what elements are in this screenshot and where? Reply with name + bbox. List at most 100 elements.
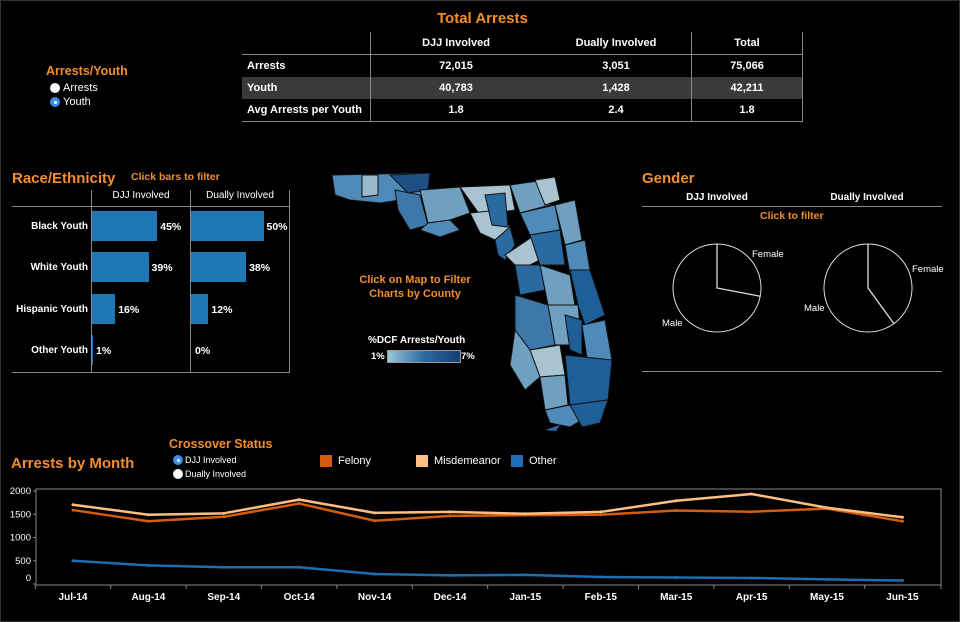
gender-col-dually: Dually Involved [830,192,904,203]
radio-label: Youth [63,96,91,108]
race-category-label: Hispanic Youth [16,304,88,315]
series-line-misdemeanor[interactable] [72,492,903,519]
radio-djj-involved[interactable]: DJJ Involved [173,455,237,465]
radio-label: Arrests [63,82,98,94]
race-bar[interactable] [92,252,149,282]
county-region[interactable] [554,199,583,246]
pie-label-female: Female [752,249,784,260]
data-point[interactable] [373,519,377,523]
data-point[interactable] [146,563,150,567]
county-region[interactable] [394,189,429,231]
divider [12,372,290,373]
data-point[interactable] [297,565,301,569]
radio-arrests[interactable]: Arrests [50,82,98,94]
data-point[interactable] [750,510,754,514]
arrests-youth-title: Arrests/Youth [46,64,128,78]
cell: 40,783 [370,77,541,99]
race-bar[interactable] [92,335,94,365]
map-legend-gradient [387,350,461,363]
radio-dually-involved[interactable]: Dually Involved [173,469,246,479]
data-point[interactable] [523,512,527,516]
keys-region[interactable] [545,425,560,431]
race-bar[interactable] [191,294,209,324]
race-bar[interactable] [191,211,264,241]
data-point[interactable] [674,575,678,579]
data-point[interactable] [71,559,75,563]
county-region[interactable] [564,354,613,406]
data-point[interactable] [297,498,301,502]
legend-felony[interactable]: Felony [320,455,371,467]
table-row[interactable]: Arrests 72,015 3,051 75,066 [242,54,803,77]
data-point[interactable] [750,492,754,496]
pie-slice-female[interactable] [867,244,895,324]
county-region[interactable] [419,186,471,224]
data-point[interactable] [448,573,452,577]
race-bar-value: 39% [151,262,173,274]
table-header: DJJ Involved [370,32,541,55]
divider [12,206,290,207]
race-bar-value: 12% [211,304,233,316]
pie-label-male: Male [804,303,825,314]
gender-pies[interactable] [640,230,960,350]
data-point[interactable] [900,515,904,519]
data-point[interactable] [900,579,904,583]
data-point[interactable] [146,519,150,523]
legend-other[interactable]: Other [511,455,557,467]
county-region[interactable] [569,269,606,326]
data-point[interactable] [222,515,226,519]
data-point[interactable] [599,513,603,517]
radio-youth[interactable]: Youth [50,96,91,108]
county-region[interactable] [509,328,541,391]
series-line-other[interactable] [72,559,903,582]
race-bar[interactable] [92,211,158,241]
race-bar[interactable] [92,294,116,324]
county-region[interactable] [361,174,379,198]
data-point[interactable] [222,511,226,515]
county-region[interactable] [419,219,461,238]
data-point[interactable] [599,510,603,514]
county-region[interactable] [529,229,566,266]
legend-label: Misdemeanor [434,455,501,467]
race-bar[interactable] [191,252,247,282]
race-bar-value: 45% [160,221,182,233]
data-point[interactable] [825,577,829,581]
data-point[interactable] [373,572,377,576]
county-region[interactable] [534,176,561,206]
data-point[interactable] [71,503,75,507]
data-point[interactable] [146,513,150,517]
florida-map[interactable] [320,165,620,440]
table-row[interactable]: Youth 40,783 1,428 42,211 [242,77,803,99]
data-point[interactable] [674,499,678,503]
x-tick-label: Sep-14 [207,592,240,603]
data-point[interactable] [297,502,301,506]
table-row[interactable]: Avg Arrests per Youth 1.8 2.4 1.8 [242,99,803,122]
radio-selected-icon [173,455,183,465]
divider [190,190,191,373]
county-region[interactable] [569,399,609,428]
table-header-row: DJJ Involved Dually Involved Total [242,32,803,55]
county-region[interactable] [539,374,569,411]
data-point[interactable] [599,575,603,579]
data-point[interactable] [750,576,754,580]
data-point[interactable] [825,506,829,510]
radio-label: DJJ Involved [185,455,237,465]
legend-misdemeanor[interactable]: Misdemeanor [416,455,501,467]
data-point[interactable] [222,565,226,569]
data-point[interactable] [373,511,377,515]
arrests-by-month-chart[interactable]: 0 500 1000 1500 2000 Jul-14 Aug-14 Sep-14 Oct-14… [0,480,960,622]
data-point[interactable] [71,508,75,512]
series-line-felony[interactable] [72,502,903,523]
data-point[interactable] [900,519,904,523]
map-hint-line: Charts by County [369,288,461,300]
data-point[interactable] [523,573,527,577]
map-legend-title: %DCF Arrests/Youth [368,335,466,346]
data-point[interactable] [448,514,452,518]
county-region[interactable] [564,314,583,356]
table-header: Dually Involved [575,37,657,49]
pie-slice-female[interactable] [716,244,761,297]
data-point[interactable] [674,509,678,513]
total-arrests-table: DJJ Involved Dually Involved Total Arres… [242,32,803,122]
data-point[interactable] [448,510,452,514]
row-label: Avg Arrests per Youth [242,99,371,122]
county-region[interactable] [484,192,509,228]
